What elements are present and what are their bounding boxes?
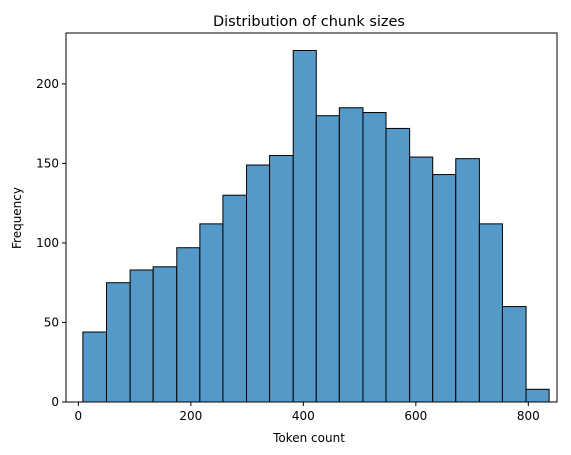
y-axis-label: Frequency	[10, 187, 24, 249]
histogram-bar-13	[385, 127, 411, 403]
histogram-bar-3	[152, 266, 178, 403]
x-tick-label: 0	[75, 409, 83, 423]
x-tick-label: 800	[517, 409, 540, 423]
histogram-bar-9	[292, 49, 317, 403]
histogram-bar-18	[501, 306, 527, 403]
x-axis-label: Token count	[272, 431, 345, 445]
histogram-bar-17	[478, 223, 503, 403]
histogram-bar-10	[315, 115, 340, 403]
chart-title: Distribution of chunk sizes	[213, 14, 405, 30]
histogram-bar-1	[105, 282, 131, 403]
histogram-bar-4	[176, 247, 201, 403]
plot-frame	[65, 32, 558, 403]
x-tick-label: 200	[179, 409, 202, 423]
histogram-bar-6	[222, 194, 248, 403]
histogram-bar-0	[82, 331, 107, 403]
y-tick-label: 100	[36, 236, 59, 250]
histogram-bar-2	[129, 269, 154, 403]
histogram-bar-16	[455, 158, 480, 403]
histogram-bar-12	[362, 112, 387, 403]
histogram-bar-5	[199, 223, 224, 403]
x-tick-label: 600	[404, 409, 427, 423]
histogram-bars	[82, 49, 550, 403]
histogram-bar-15	[432, 174, 457, 403]
histogram-bar-7	[246, 164, 271, 403]
y-tick-label: 150	[36, 156, 59, 170]
y-tick-label: 0	[51, 395, 59, 409]
histogram-bar-11	[338, 107, 364, 403]
histogram-bar-14	[409, 156, 434, 403]
y-tick-label: 50	[44, 315, 59, 329]
histogram-bar-8	[269, 154, 294, 403]
y-tick-label: 200	[36, 77, 59, 91]
histogram-bar-19	[525, 388, 550, 403]
axes: 0 200 400 600 800 0 50 100 150 200	[36, 32, 558, 423]
x-tick-label: 400	[292, 409, 315, 423]
